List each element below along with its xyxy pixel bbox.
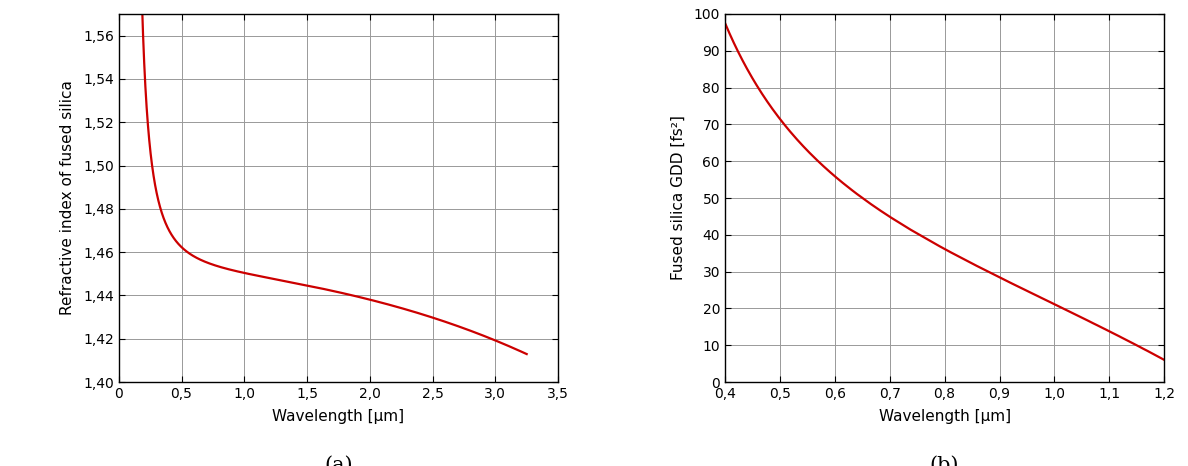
X-axis label: Wavelength [μm]: Wavelength [μm]: [272, 409, 404, 425]
Text: (a): (a): [324, 456, 353, 466]
Y-axis label: Fused silica GDD [fs²]: Fused silica GDD [fs²]: [670, 116, 685, 281]
Y-axis label: Refractive index of fused silica: Refractive index of fused silica: [59, 81, 75, 315]
X-axis label: Wavelength [μm]: Wavelength [μm]: [879, 409, 1011, 425]
Text: (b): (b): [930, 456, 960, 466]
